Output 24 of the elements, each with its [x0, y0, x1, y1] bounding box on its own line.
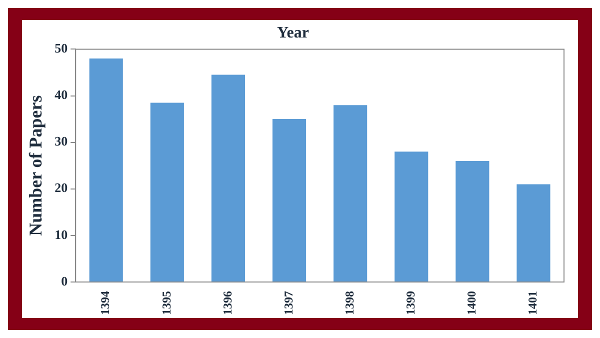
y-tick-label: 0 — [61, 273, 68, 288]
x-tick-label: 1396 — [220, 291, 234, 315]
x-tick-label: 1397 — [281, 291, 296, 315]
x-tick-label: 1398 — [342, 291, 356, 315]
x-tick-label: 1394 — [98, 291, 112, 315]
chart-title: Year — [277, 24, 309, 42]
y-tick-label: 40 — [54, 87, 68, 102]
bar — [516, 184, 550, 282]
y-tick-label: 50 — [54, 40, 68, 56]
bar — [272, 119, 306, 282]
x-tick-label: 1401 — [526, 291, 540, 315]
x-tick-label: 1395 — [159, 291, 174, 315]
bar — [456, 160, 490, 282]
bar — [89, 58, 123, 282]
y-tick-label: 20 — [54, 180, 68, 196]
bar — [211, 74, 246, 282]
x-tick-label: 1400 — [464, 291, 479, 315]
y-tick-label: 10 — [54, 226, 68, 242]
y-tick-label: 30 — [54, 134, 68, 149]
bar — [334, 105, 368, 282]
bar — [394, 152, 428, 282]
x-tick-label: 1399 — [403, 291, 418, 315]
bar — [150, 102, 184, 282]
y-axis-title: Number of Papers — [25, 95, 46, 236]
